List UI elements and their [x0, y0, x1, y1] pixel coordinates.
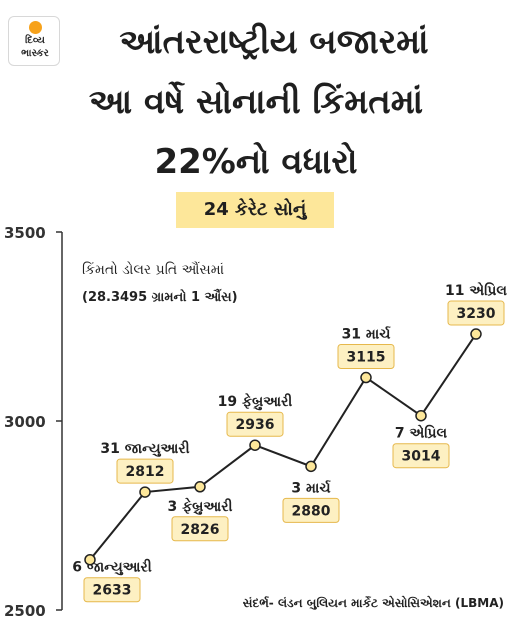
value-label-box	[337, 344, 395, 370]
source-note: સંદર્ભ- લંડન બુલિયન માર્કેટ એસોસિએશન (LB…	[242, 596, 504, 610]
value-label: 2633	[93, 583, 132, 599]
logo-text-line1: દિવ્ય	[25, 35, 45, 46]
data-point	[194, 481, 206, 493]
x-category-label: 19 ફેબ્રુઆરી	[218, 392, 293, 411]
y-tick-label: 3000	[4, 413, 46, 431]
value-label-box	[83, 577, 141, 603]
data-point	[470, 328, 482, 340]
conversion-note: (28.3495 ગ્રામનો 1 ઔંસ)	[82, 290, 238, 305]
sun-icon	[29, 21, 42, 34]
value-label: 3230	[457, 306, 496, 322]
units-note: કિંમતો ડોલર પ્રતિ ઔંસમાં	[82, 262, 225, 278]
x-category-label: 31 જાન્યુઆરી	[100, 440, 189, 457]
data-point	[360, 371, 372, 384]
y-tick-label: 3500	[4, 224, 46, 242]
data-point	[305, 460, 317, 473]
x-category-label: 3 ફેબ્રુઆરી	[168, 497, 233, 516]
data-point	[139, 486, 151, 498]
x-category-label: 6 જાન્યુઆરી	[72, 559, 151, 576]
data-point	[415, 409, 427, 422]
x-category-label: 7 એપ્રિલ	[395, 424, 448, 442]
title-line-3: 22%નો વધારો	[154, 142, 358, 182]
y-tick-label: 2500	[4, 602, 46, 620]
value-label-box	[116, 458, 174, 484]
value-label: 2826	[181, 522, 220, 538]
value-label: 3115	[347, 350, 386, 366]
value-label: 3014	[402, 449, 441, 465]
value-label: 2936	[236, 417, 275, 433]
x-category-label: 31 માર્ચ	[342, 325, 392, 343]
value-label-box	[282, 497, 340, 523]
brand-logo: દિવ્ય ભાસ્કર	[8, 16, 60, 66]
x-category-label: 11 એપ્રિલ	[445, 281, 507, 299]
data-point	[249, 439, 261, 451]
value-label: 2812	[126, 464, 165, 480]
subtitle-badge: 24 કેરેટ સોનું	[176, 192, 334, 228]
data-point	[84, 553, 96, 566]
value-label-box	[447, 300, 505, 326]
value-label-box	[171, 516, 229, 542]
x-category-label: 3 માર્ચ	[291, 478, 331, 496]
logo-text-line2: ભાસ્કર	[21, 48, 49, 59]
title-line-1: આંતરરાષ્ટ્રીય બજારમાં	[119, 22, 429, 62]
value-label: 2880	[292, 503, 331, 519]
series-line	[89, 333, 477, 561]
value-label-box	[392, 443, 450, 469]
title-line-2: આ વર્ષે સોનાની કિંમતમાં	[88, 82, 424, 122]
value-label-box	[226, 411, 284, 437]
